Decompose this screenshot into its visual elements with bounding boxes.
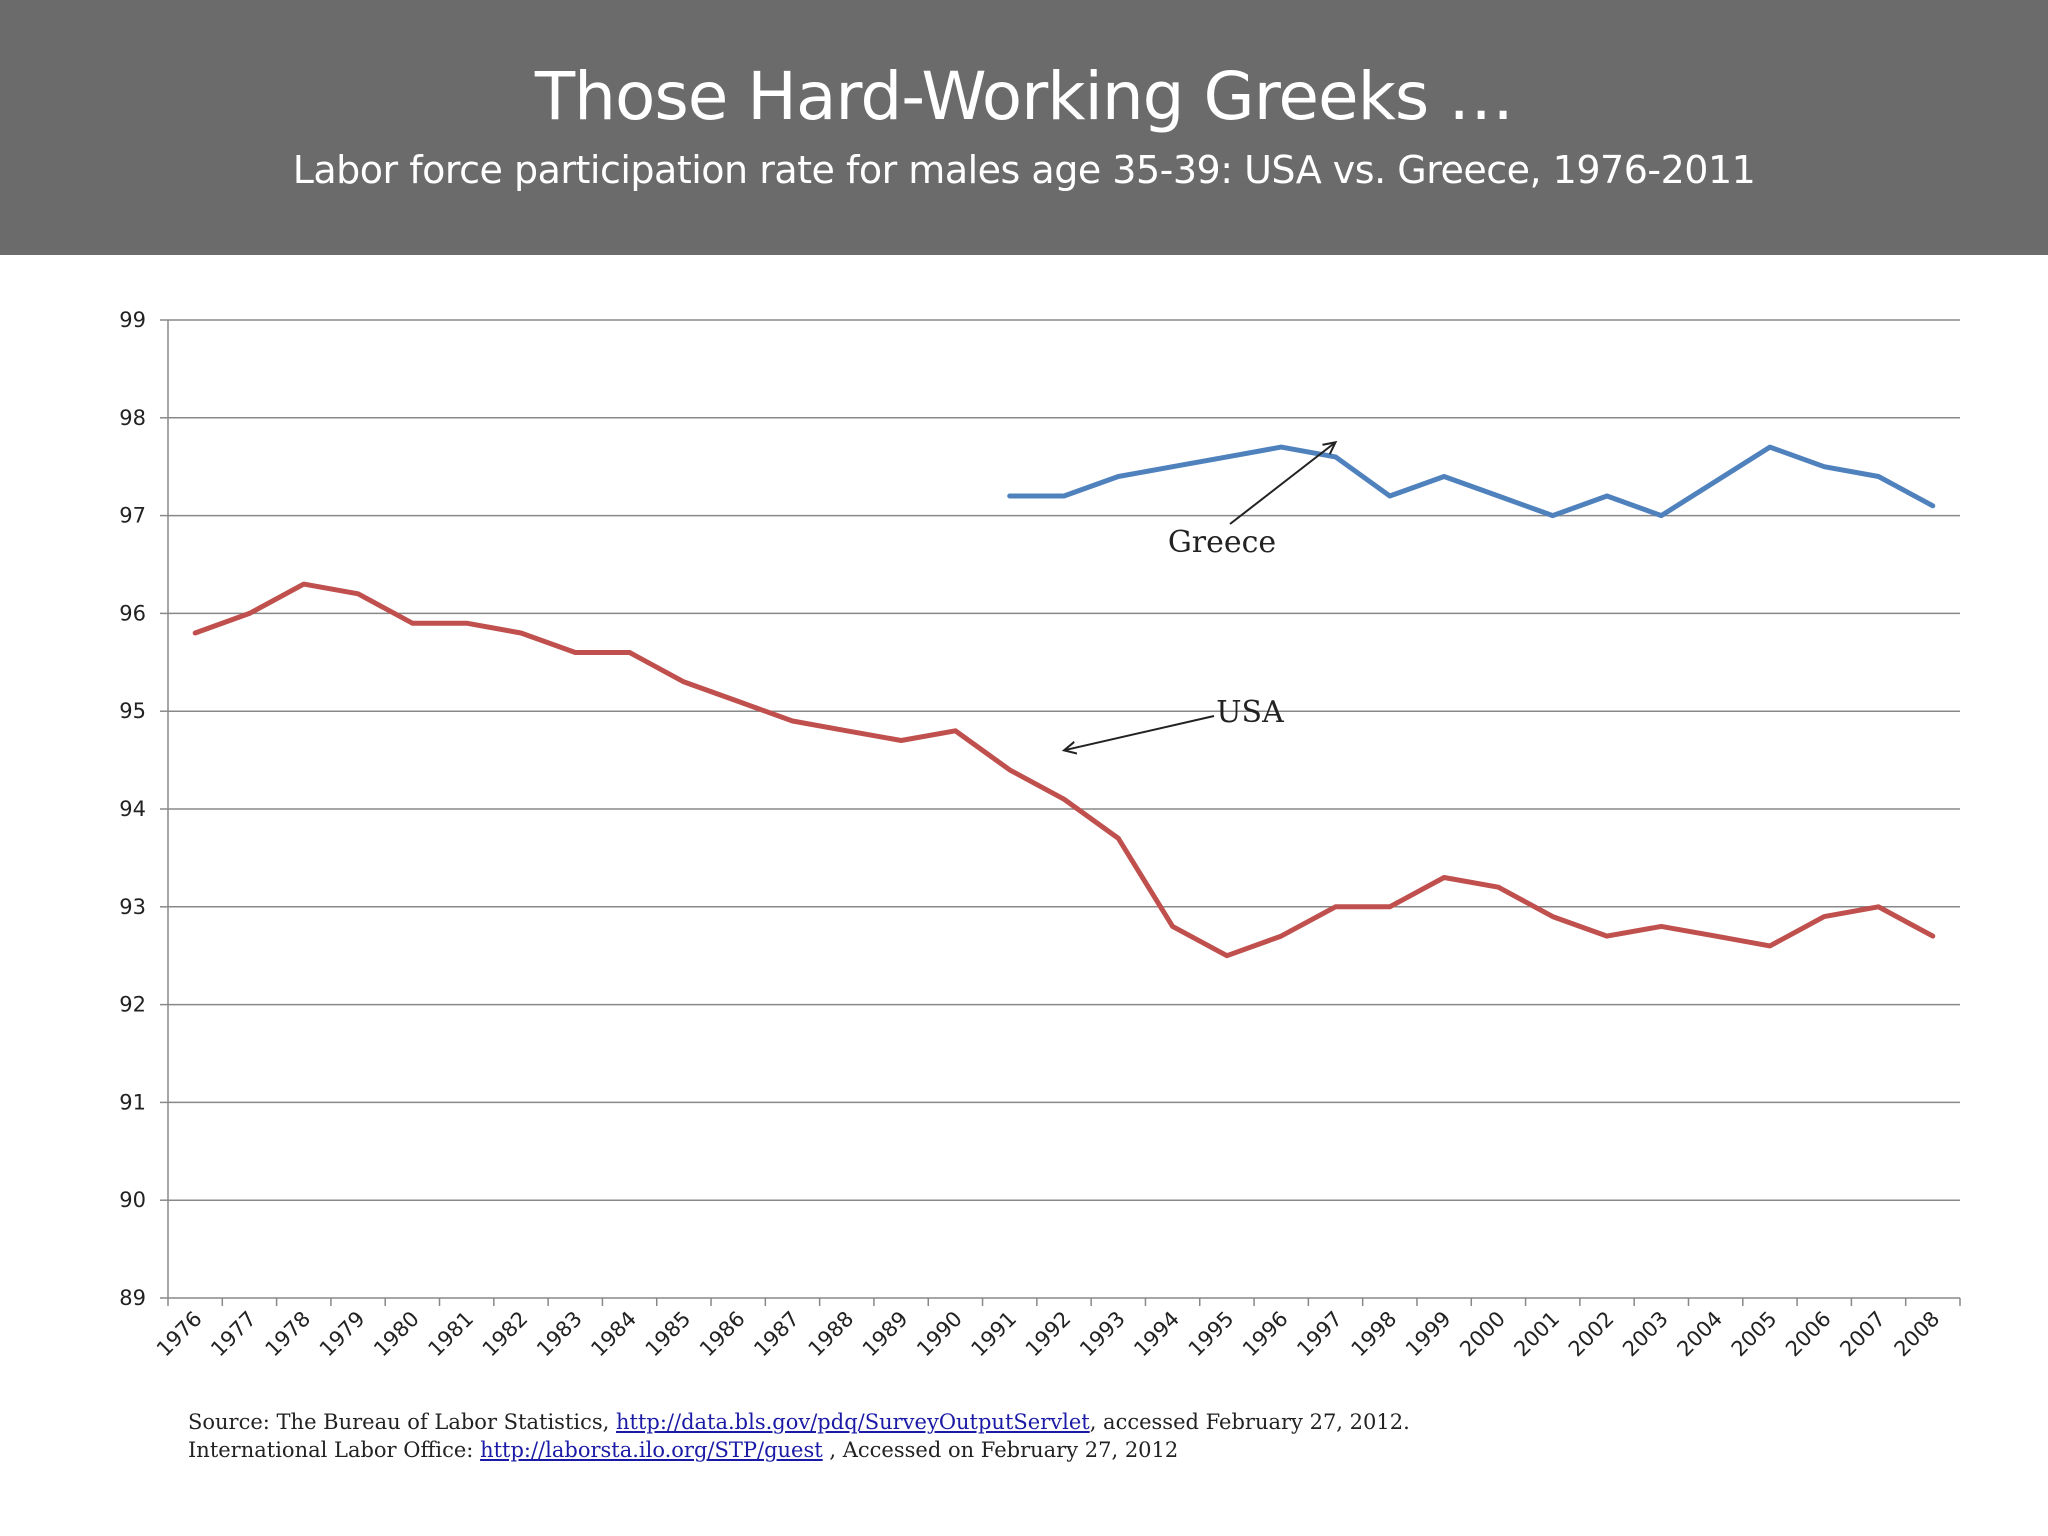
x-tick-label: 1983	[532, 1307, 587, 1362]
y-tick-label: 94	[119, 797, 146, 821]
x-tick-label: 1985	[641, 1307, 696, 1362]
source-note: Source: The Bureau of Labor Statistics, …	[188, 1408, 1410, 1464]
y-tick-label: 91	[119, 1090, 146, 1114]
y-tick-label: 95	[119, 699, 146, 723]
x-tick-label: 1998	[1347, 1307, 1402, 1362]
x-tick-label: 1982	[478, 1307, 533, 1362]
page-title: Those Hard-Working Greeks …	[534, 58, 1514, 135]
x-tick-label: 1997	[1292, 1307, 1347, 1362]
y-tick-label: 99	[119, 308, 146, 332]
x-tick-label: 1987	[749, 1307, 804, 1362]
ilo-link[interactable]: http://laborsta.ilo.org/STP/guest	[480, 1438, 823, 1462]
series-line-usa	[192, 581, 1936, 959]
series-line-greece	[1007, 444, 1936, 519]
x-tick-label: 1979	[315, 1307, 370, 1362]
x-tick-label: 1977	[206, 1307, 261, 1362]
x-tick-label: 1991	[966, 1307, 1021, 1362]
grid	[168, 319, 1960, 1201]
source-line-bls: Source: The Bureau of Labor Statistics, …	[188, 1408, 1410, 1436]
x-tick-label: 1988	[804, 1307, 859, 1362]
y-tick-label: 89	[119, 1286, 146, 1310]
y-tick-label: 90	[119, 1188, 146, 1212]
x-tick-label: 2001	[1509, 1307, 1564, 1362]
x-tick-label: 1986	[695, 1307, 750, 1362]
annotation-arrow-usa	[1064, 715, 1215, 750]
x-tick-label: 1999	[1401, 1307, 1456, 1362]
header-banner: Those Hard-Working Greeks … Labor force …	[0, 0, 2048, 255]
x-tick-label: 2003	[1618, 1307, 1673, 1362]
x-tick-label: 1981	[423, 1307, 478, 1362]
source-line-ilo: International Labor Office: http://labor…	[188, 1436, 1410, 1464]
x-tick-label: 2004	[1672, 1307, 1727, 1362]
x-tick-label: 1996	[1238, 1307, 1293, 1362]
source-ilo-prefix: International Labor Office:	[188, 1438, 481, 1462]
source-bls-suffix: , accessed February 27, 2012.	[1089, 1410, 1410, 1434]
y-tick-label: 98	[119, 406, 146, 430]
bls-link[interactable]: http://data.bls.gov/pdq/SurveyOutputServ…	[616, 1410, 1090, 1434]
annotation-arrow-greece	[1229, 442, 1336, 525]
x-tick-label: 2008	[1890, 1307, 1945, 1362]
x-tick-label: 1993	[1075, 1307, 1130, 1362]
x-tick-label: 1978	[261, 1307, 316, 1362]
source-ilo-suffix: , Accessed on February 27, 2012	[822, 1438, 1179, 1462]
x-tick-label: 2007	[1835, 1307, 1890, 1362]
x-tick-label: 2005	[1727, 1307, 1782, 1362]
x-tick-label: 1976	[152, 1307, 207, 1362]
x-tick-label: 2006	[1781, 1307, 1836, 1362]
x-tick-label: 1984	[586, 1307, 641, 1362]
y-tick-label: 97	[119, 504, 146, 528]
y-tick-label: 96	[119, 601, 146, 625]
x-tick-label: 2002	[1564, 1307, 1619, 1362]
x-tick-label: 1989	[858, 1307, 913, 1362]
annotation-label-greece: Greece	[1168, 525, 1276, 560]
y-tick-label: 93	[119, 895, 146, 919]
series	[192, 444, 1936, 959]
annotation-label-usa: USA	[1216, 695, 1284, 730]
y-tick-label: 92	[119, 993, 146, 1017]
source-bls-prefix: Source: The Bureau of Labor Statistics,	[188, 1410, 616, 1434]
x-tick-label: 1995	[1184, 1307, 1239, 1362]
x-tick-label: 1990	[912, 1307, 967, 1362]
x-tick-label: 1980	[369, 1307, 424, 1362]
page-subtitle: Labor force participation rate for males…	[292, 148, 1756, 192]
x-tick-label: 1992	[1021, 1307, 1076, 1362]
x-tick-label: 2000	[1455, 1307, 1510, 1362]
x-tick-label: 1994	[1129, 1307, 1184, 1362]
annotations: Greece USA	[1064, 442, 1336, 750]
